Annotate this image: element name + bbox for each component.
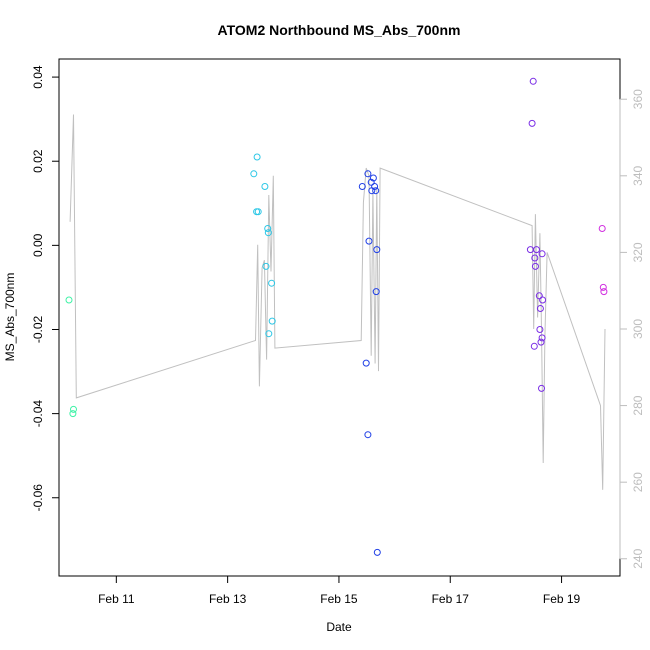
x-tick-label: Feb 19 bbox=[543, 592, 581, 606]
data-point bbox=[69, 410, 77, 418]
y2-tick-label: 300 bbox=[631, 319, 645, 339]
data-point bbox=[268, 279, 276, 287]
y2-tick-label: 240 bbox=[631, 548, 645, 568]
y-axis: 0.04 0.02 0.00 -0.02 -0.04 -0.06 bbox=[31, 65, 60, 512]
data-point bbox=[264, 229, 272, 237]
data-point bbox=[358, 183, 366, 190]
y2-axis: 240 260 280 300 320 340 360 bbox=[619, 89, 645, 569]
data-point bbox=[265, 330, 273, 338]
y2-tick-label: 340 bbox=[631, 165, 645, 185]
data-point bbox=[372, 288, 380, 296]
data-point bbox=[371, 183, 379, 190]
x-tick-label: Feb 15 bbox=[320, 592, 358, 606]
data-point bbox=[536, 305, 544, 312]
y-tick-label: 0.00 bbox=[31, 233, 45, 257]
chart-title: ATOM2 Northbound MS_Abs_700nm bbox=[218, 22, 461, 38]
data-point bbox=[535, 292, 543, 300]
data-point bbox=[538, 384, 545, 392]
data-point bbox=[531, 254, 539, 262]
y2-tick-label: 260 bbox=[631, 472, 645, 492]
data-point bbox=[537, 338, 545, 346]
data-point bbox=[530, 342, 538, 350]
data-point bbox=[70, 405, 77, 413]
data-point bbox=[268, 317, 276, 325]
data-point bbox=[373, 246, 381, 254]
data-point bbox=[598, 225, 606, 232]
secondary-series-line bbox=[69, 114, 606, 490]
data-point bbox=[529, 77, 537, 85]
y2-tick-label: 360 bbox=[631, 89, 645, 109]
data-point bbox=[367, 178, 375, 186]
data-point bbox=[250, 170, 258, 178]
data-point bbox=[362, 359, 370, 367]
y-axis-label: MS_Abs_700nm bbox=[3, 273, 17, 362]
data-point bbox=[538, 334, 546, 342]
data-point bbox=[369, 174, 377, 182]
x-tick-label: Feb 11 bbox=[98, 592, 135, 606]
data-point bbox=[528, 119, 536, 127]
data-point bbox=[533, 246, 540, 254]
data-point bbox=[364, 431, 372, 439]
x-tick-label: Feb 17 bbox=[432, 592, 470, 606]
x-tick-label: Feb 13 bbox=[209, 592, 247, 606]
data-point bbox=[538, 250, 546, 258]
data-point bbox=[264, 225, 272, 232]
y-tick-label: -0.06 bbox=[31, 484, 45, 512]
data-point bbox=[365, 237, 373, 245]
data-point bbox=[364, 170, 372, 178]
data-points bbox=[65, 77, 608, 556]
data-point bbox=[65, 296, 73, 304]
data-point bbox=[536, 326, 544, 333]
y-tick-label: -0.02 bbox=[31, 315, 45, 343]
data-point bbox=[372, 187, 380, 195]
data-point bbox=[539, 296, 547, 304]
y2-tick-label: 280 bbox=[631, 395, 645, 415]
data-point bbox=[254, 208, 262, 216]
secondary-series bbox=[69, 114, 606, 490]
x-axis: Feb 11 Feb 13 Feb 15 Feb 17 Feb 19 bbox=[98, 575, 581, 606]
y2-tick-label: 320 bbox=[631, 242, 645, 262]
x-axis-label: Date bbox=[326, 620, 352, 634]
data-point bbox=[253, 153, 261, 161]
data-point bbox=[600, 288, 608, 296]
data-point bbox=[373, 548, 381, 556]
y-tick-label: -0.04 bbox=[31, 400, 45, 428]
data-point bbox=[599, 283, 607, 291]
data-point bbox=[531, 262, 539, 270]
data-point bbox=[261, 183, 269, 190]
data-point bbox=[262, 262, 270, 270]
y-tick-label: 0.04 bbox=[31, 65, 45, 89]
y-tick-label: 0.02 bbox=[31, 149, 45, 173]
